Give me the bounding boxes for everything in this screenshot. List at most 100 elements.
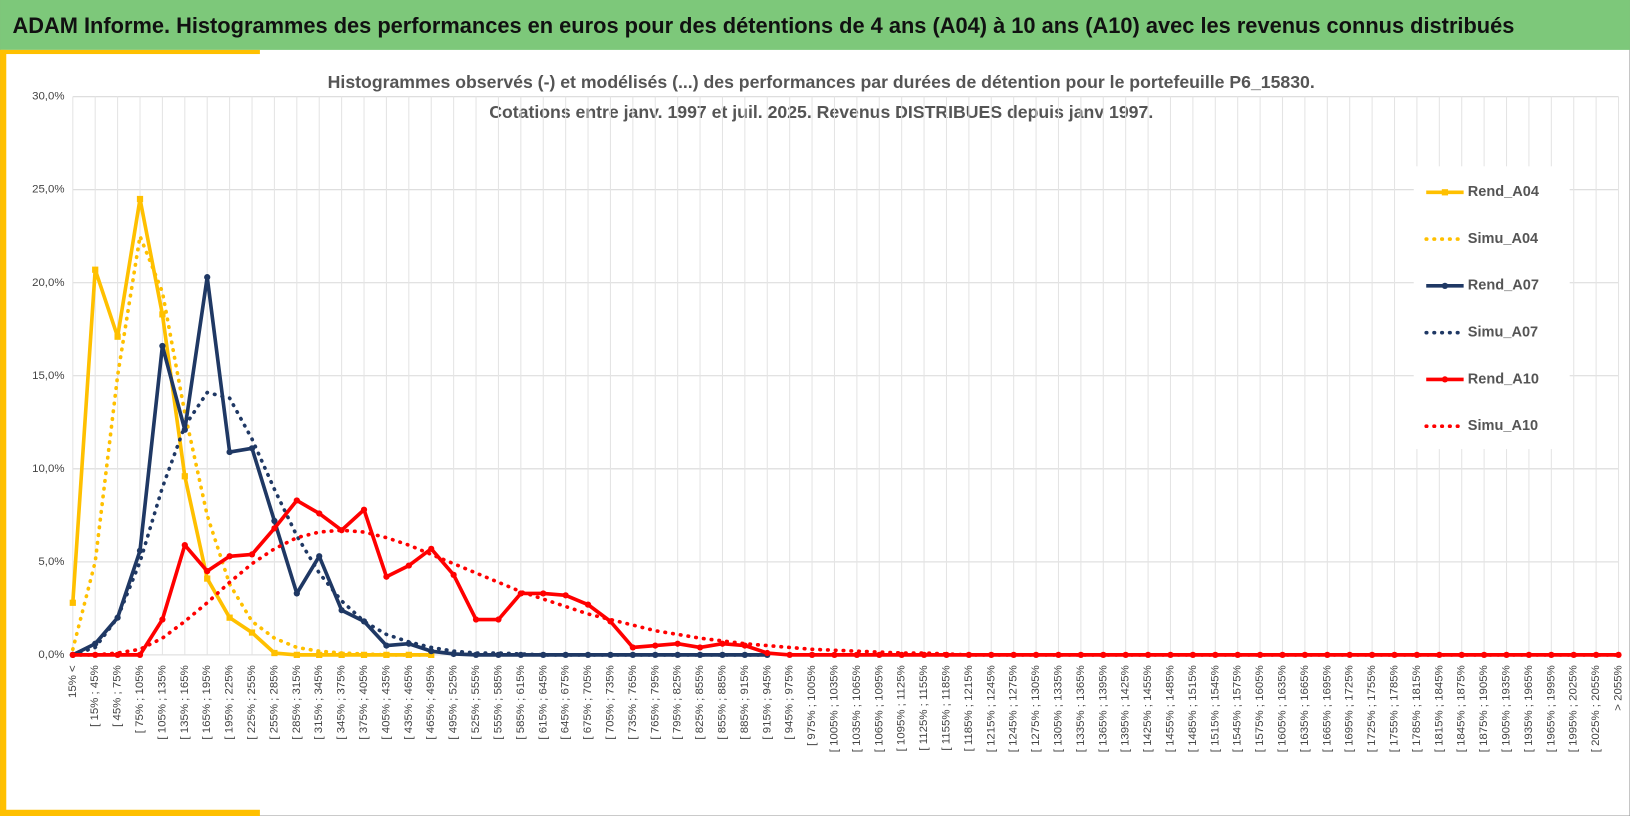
x-tick-label: [ 1515% ; 1545% [1209,665,1221,752]
marker [159,342,166,350]
x-tick-label: [ 885% ; 915% [739,665,751,739]
x-tick-label: [ 1065% ; 1095% [873,665,885,752]
x-tick-label: [ 1785% ; 1815% [1411,665,1423,752]
marker [719,640,726,647]
x-tick-label: [ 645% ; 675% [560,665,572,739]
marker [428,651,435,658]
marker [383,573,390,580]
accent [0,809,260,816]
x-tick-label: [ 1005% ; 1035% [828,665,840,752]
x-tick-label: [ 1335% ; 1365% [1075,665,1087,752]
legend-label: Simu_A10 [1468,418,1538,434]
marker [159,616,166,623]
x-tick-label: [ 765% ; 795% [649,665,661,739]
marker [562,592,569,599]
x-tick-label: [ 1155% ; 1185% [940,665,952,750]
x-tick-label: [ 675% ; 705% [582,665,594,739]
marker [674,640,681,647]
series-line [71,275,768,657]
legend-label: Rend_A10 [1468,371,1539,387]
marker [450,571,457,578]
x-tick-label: [ 45% ; 75% [112,665,124,727]
x-tick-label: [ 855% ; 885% [716,665,728,739]
accent [0,49,7,816]
y-tick-label: 20,0% [32,277,64,289]
y-tick-label: 0,0% [38,649,64,661]
marker [540,651,547,658]
x-tick-label: [ 1395% ; 1425% [1120,665,1132,752]
y-tick-label: 10,0% [32,463,64,475]
marker [248,629,256,636]
header-bar [0,0,1630,50]
marker [136,651,144,658]
x-tick-label: [ 1275% ; 1305% [1030,665,1042,752]
accent [0,49,260,55]
marker [405,562,412,569]
marker [1436,651,1443,658]
x-tick-label: [ 1695% ; 1725% [1344,665,1356,752]
marker [316,553,323,560]
marker [338,651,345,658]
x-tick-label: [ 1815% ; 1845% [1433,665,1445,752]
x-tick-label: [ 1365% ; 1395% [1097,665,1109,752]
x-tick-label: [ 525% ; 555% [470,665,482,739]
marker [808,651,816,658]
x-tick-label: [ 735% ; 765% [627,665,639,739]
x-tick-label: 15% < [67,665,79,698]
marker [495,616,502,623]
x-tick-label: [ 1215% ; 1245% [985,665,997,752]
legend-box [1413,166,1570,450]
x-tick-label: [ 135% ; 165% [179,665,191,739]
x-tick-label: > 2055% [1613,665,1625,710]
x-tick-label: [ 195% ; 225% [224,665,236,739]
x-tick-label: [ 1755% ; 1785% [1389,665,1401,752]
x-tick-label: [ 555% ; 585% [492,665,504,739]
x-tick-label: [ 495% ; 525% [448,665,460,739]
series-line [70,528,1621,657]
marker [316,651,323,658]
header-title: ADAM Informe. Histogrammes des performan… [13,13,1515,38]
x-tick-label: [ 165% ; 195% [201,665,213,739]
marker [204,575,211,582]
marker [136,547,144,554]
marker [584,601,592,608]
marker [181,541,188,549]
marker [1077,651,1085,658]
marker [293,590,300,597]
x-tick-label: [ 1575% ; 1605% [1254,665,1266,752]
y-tick-label: 5,0% [38,556,64,568]
legend-label: Rend_A04 [1468,184,1540,200]
legend-label: Rend_A07 [1468,278,1539,294]
x-tick-label: [ 945% ; 975% [784,665,796,739]
x-tick-label: [ 1425% ; 1455% [1142,665,1154,752]
marker [1234,651,1241,658]
marker [271,517,278,525]
chart-title: Histogrammes observés (-) et modélisés (… [328,72,1315,92]
marker [136,195,144,203]
x-tick-label: [ 405% ; 435% [380,665,392,739]
marker [383,642,390,649]
x-tick-label: [ 585% ; 615% [515,665,527,739]
legend-marker [1441,282,1449,289]
x-tick-label: [ 705% ; 735% [604,665,616,739]
marker [853,651,860,658]
marker [428,545,435,552]
x-tick-label: [ 1665% ; 1695% [1321,665,1333,752]
y-tick-label: 15,0% [32,370,64,382]
x-tick-label: [ 1455% ; 1485% [1165,665,1177,752]
marker [472,616,480,623]
x-tick-label: [ 465% ; 495% [425,665,437,739]
marker [898,651,905,658]
x-tick-label: [ 1635% ; 1665% [1299,665,1311,752]
x-tick-label: [ 1485% ; 1515% [1187,665,1199,752]
x-tick-label: [ 1245% ; 1275% [1008,665,1020,752]
marker [517,651,524,658]
marker [1593,651,1600,658]
x-tick-label: [ 1605% ; 1635% [1277,665,1289,752]
marker [271,649,278,657]
marker [1256,651,1264,658]
marker [1615,651,1622,658]
x-tick-label: [ 915% ; 945% [761,665,773,739]
